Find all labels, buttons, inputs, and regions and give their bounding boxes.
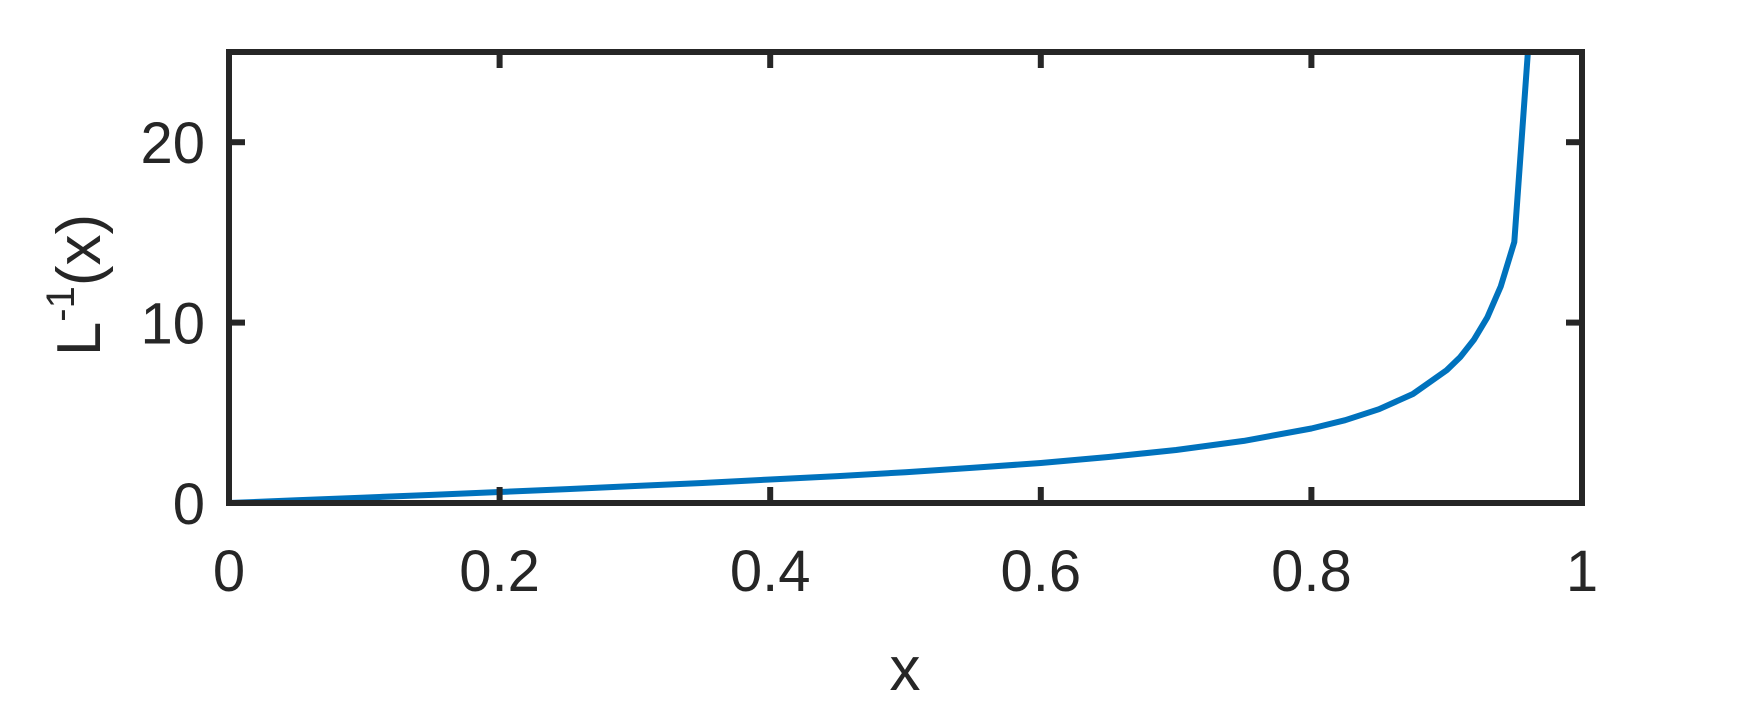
x-tick-label: 0.4 xyxy=(730,539,811,604)
x-tick-label: 1 xyxy=(1566,539,1598,604)
series-line-0 xyxy=(228,51,1531,506)
plot-frame xyxy=(226,49,1585,506)
x-tick-label: 0.6 xyxy=(1000,539,1081,604)
y-tick-label: 10 xyxy=(140,292,205,357)
y-tick-label: 20 xyxy=(140,111,205,176)
axis-labels: x L-1(x) xyxy=(39,214,921,704)
x-tick-label: 0.8 xyxy=(1271,539,1352,604)
x-tick-label: 0.2 xyxy=(459,539,540,604)
svg-text:L-1(x): L-1(x) xyxy=(39,214,114,356)
y-axis-label: L-1(x) xyxy=(39,214,114,356)
x-tick-label: 0 xyxy=(213,539,245,604)
x-axis-label: x xyxy=(890,635,921,704)
y-axis-label-suffix: (x) xyxy=(45,214,114,286)
plot-marks xyxy=(228,51,1531,506)
y-axis-label-superscript: -1 xyxy=(39,286,83,322)
y-axis-label-base: L xyxy=(45,322,114,356)
y-tick-label: 0 xyxy=(173,472,205,537)
